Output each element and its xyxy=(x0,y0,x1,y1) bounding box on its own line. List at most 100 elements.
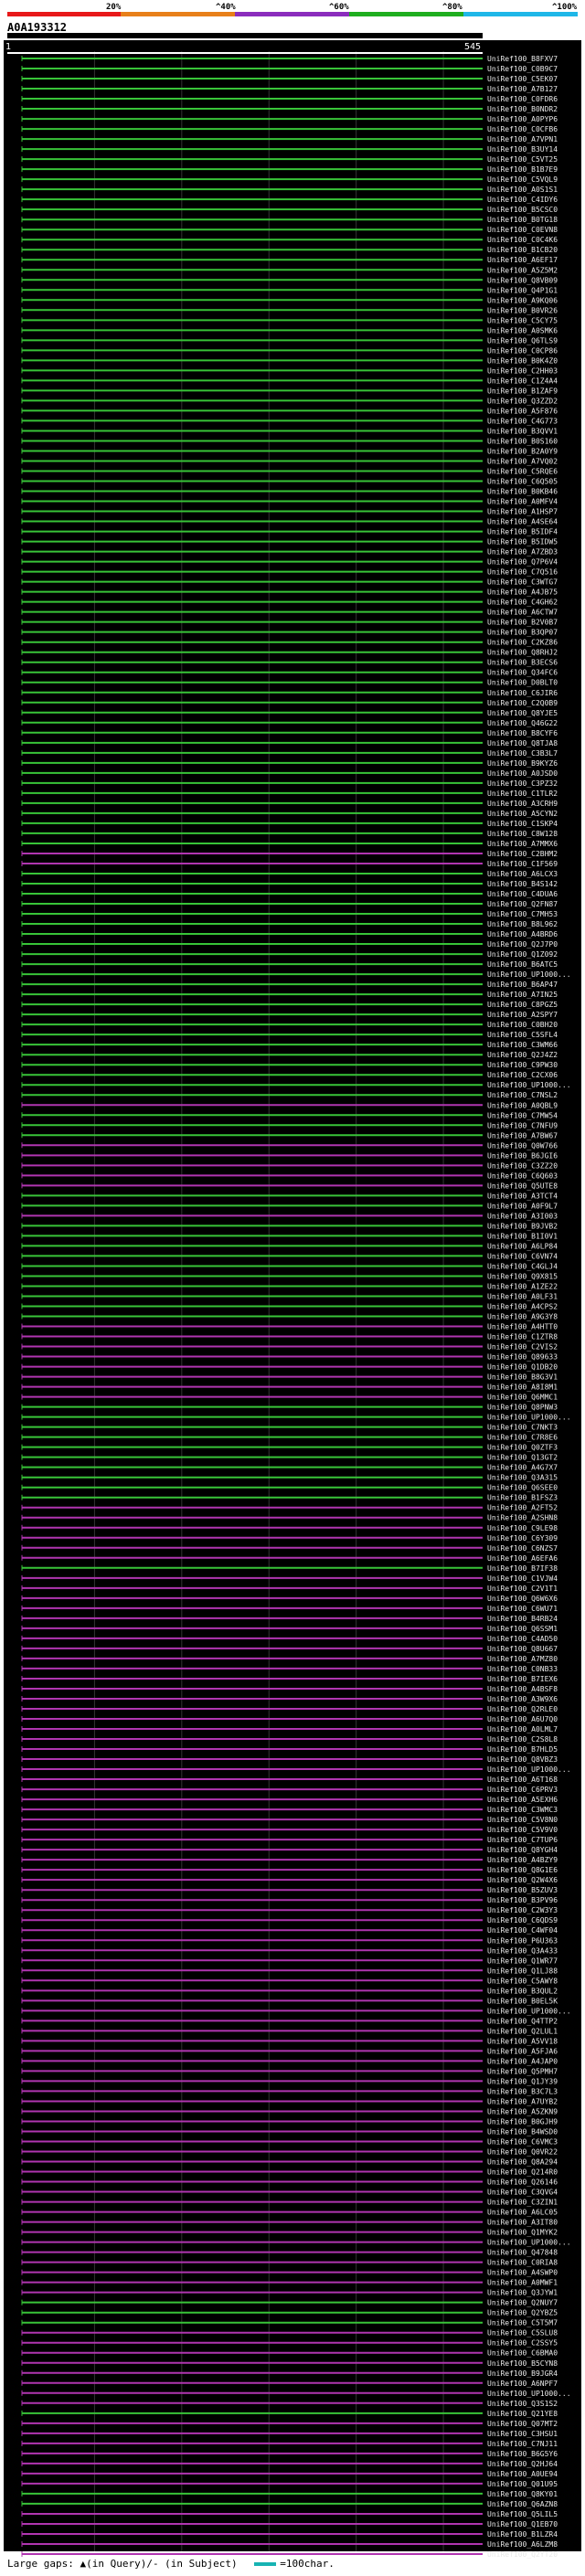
hit-label: UniRef100_A2SPY7 xyxy=(487,1011,558,1019)
scale-tick-40: ^40% xyxy=(216,3,236,12)
hit-label: UniRef100_C5VT25 xyxy=(487,155,558,164)
hit-label: UniRef100_B0S160 xyxy=(487,437,558,445)
hit-label: UniRef100_A7UYB2 xyxy=(487,2097,558,2105)
hit-label: UniRef100_A7ZBD3 xyxy=(487,548,558,557)
hit-label: UniRef100_Q1DB20 xyxy=(487,1363,558,1372)
hit-label: UniRef100_A5CYN2 xyxy=(487,810,558,818)
hit-label: UniRef100_A6LC05 xyxy=(487,2209,558,2217)
hit-label: UniRef100_Q6MMC1 xyxy=(487,1394,558,1402)
hit-label: UniRef100_A0SMK6 xyxy=(487,326,558,334)
hit-label: UniRef100_C8W128 xyxy=(487,830,558,838)
hit-label: UniRef100_Q8TJA8 xyxy=(487,739,558,747)
hit-label: UniRef100_Q1EB70 xyxy=(487,2520,558,2528)
hit-label: UniRef100_A2FT52 xyxy=(487,1504,558,1512)
hit-label: UniRef100_C6WU71 xyxy=(487,1605,558,1613)
hit-label: UniRef100_Q9X815 xyxy=(487,1272,558,1280)
hit-label: UniRef100_Q3S1S2 xyxy=(487,2400,558,2408)
hit-label: UniRef100_C7MH53 xyxy=(487,910,558,918)
hit-label: UniRef100_A6U7Q0 xyxy=(487,1715,558,1723)
hit-label: UniRef100_B7IF38 xyxy=(487,1564,558,1573)
hit-label: UniRef100_C0CFB6 xyxy=(487,125,558,133)
hit-label: UniRef100_B8G3V1 xyxy=(487,1373,558,1382)
hit-label: UniRef100_B6AP47 xyxy=(487,981,558,989)
hit-label: UniRef100_C5AWY8 xyxy=(487,1977,558,1985)
hit-label: UniRef100_A0MFV4 xyxy=(487,498,558,506)
hit-label: UniRef100_UP1000... xyxy=(487,2239,571,2247)
hit-label: UniRef100_A4BZY9 xyxy=(487,1856,558,1864)
hit-label: UniRef100_B9JGR4 xyxy=(487,2369,558,2378)
hit-label: UniRef100_B7IEX6 xyxy=(487,1675,558,1683)
hit-label: UniRef100_Q34FC6 xyxy=(487,669,558,677)
hit-label: UniRef100_C5EK07 xyxy=(487,75,558,83)
hit-label: UniRef100_C8PGZ5 xyxy=(487,1001,558,1009)
hit-label: UniRef100_B6G5Y6 xyxy=(487,2450,558,2458)
hit-label: UniRef100_B8CYF6 xyxy=(487,729,558,737)
hit-label: UniRef100_A6EF17 xyxy=(487,256,558,264)
hit-label: UniRef100_B3QP07 xyxy=(487,629,558,637)
hit-label: UniRef100_B5CYN8 xyxy=(487,2359,558,2368)
hit-label: UniRef100_C4GH62 xyxy=(487,599,558,607)
hit-label: UniRef100_C3WTG7 xyxy=(487,578,558,587)
hit-label: UniRef100_C5V8N0 xyxy=(487,1816,558,1824)
identity-scale-bar: 20% ^40% ^60% ^80% ^100% xyxy=(7,4,578,16)
hit-label: UniRef100_C6BMA0 xyxy=(487,2349,558,2358)
hit-label: UniRef100_C5CY75 xyxy=(487,316,558,324)
hit-label: UniRef100_C6Q505 xyxy=(487,478,558,486)
hit-label: UniRef100_Q8G1E6 xyxy=(487,1866,558,1874)
hit-label: UniRef100_B3UY14 xyxy=(487,145,558,154)
hit-label: UniRef100_A0PYP6 xyxy=(487,115,558,123)
hit-label: UniRef100_A7B127 xyxy=(487,85,558,93)
hit-label: UniRef100_A7VPN1 xyxy=(487,135,558,143)
hit-label: UniRef100_UP1000... xyxy=(487,970,571,979)
hit-label: UniRef100_B4RB24 xyxy=(487,1615,558,1623)
hit-label: UniRef100_B1FSZ3 xyxy=(487,1494,558,1502)
hit-label: UniRef100_C7R8E6 xyxy=(487,1434,558,1442)
hit-label: UniRef100_B3ECS6 xyxy=(487,659,558,667)
hit-label: UniRef100_B5ZUV3 xyxy=(487,1886,558,1894)
hit-label: UniRef100_C5V9V0 xyxy=(487,1826,558,1834)
hit-label: UniRef100_A5EXH6 xyxy=(487,1796,558,1804)
hit-label: UniRef100_A5Z5M2 xyxy=(487,266,558,274)
scale-seg-cyan xyxy=(463,12,578,16)
hit-label: UniRef100_Q47848 xyxy=(487,2249,558,2257)
hit-label: UniRef100_Q8RHJ2 xyxy=(487,649,558,657)
hit-label: UniRef100_Q6TLS9 xyxy=(487,336,558,345)
hit-label: UniRef100_Q4P1G1 xyxy=(487,286,558,294)
scale-tick-80: ^80% xyxy=(442,3,463,12)
hit-label: UniRef100_B9JVB2 xyxy=(487,1222,558,1230)
hit-label: UniRef100_Q6W6X6 xyxy=(487,1595,558,1603)
hit-label: UniRef100_Q8A294 xyxy=(487,2158,558,2167)
hit-label: UniRef100_C3QVG4 xyxy=(487,2189,558,2197)
hit-label: UniRef100_A5FJA6 xyxy=(487,2047,558,2055)
hit-label: UniRef100_C9PW30 xyxy=(487,1061,558,1069)
hit-label: UniRef100_C3WM66 xyxy=(487,1041,558,1049)
hit-label: UniRef100_Q5UTE8 xyxy=(487,1182,558,1190)
hit-label: UniRef100_Q46G22 xyxy=(487,719,558,727)
hit-label: UniRef100_Q6SSM1 xyxy=(487,1625,558,1633)
scale-tick-60: ^60% xyxy=(329,3,349,12)
hit-label: UniRef100_B3PV96 xyxy=(487,1896,558,1904)
hit-label: UniRef100_A5VV18 xyxy=(487,2037,558,2045)
hit-label: UniRef100_C2S8L8 xyxy=(487,1735,558,1744)
gaps-label: Large gaps: ▲(in Query)/- (in Subject) xyxy=(7,2558,238,2570)
scale-legend-label: =100char. xyxy=(280,2558,335,2570)
hit-label: UniRef100_Q2FN87 xyxy=(487,900,558,908)
hit-label: UniRef100_Q8KY01 xyxy=(487,2490,558,2498)
query-start-label: 1 xyxy=(5,42,11,52)
hit-label: UniRef100_B1I0V1 xyxy=(487,1232,558,1240)
hit-label: UniRef100_C7NKT3 xyxy=(487,1424,558,1432)
scale-seg-orange xyxy=(121,12,235,16)
footer-legend: Large gaps: ▲(in Query)/- (in Subject) =… xyxy=(7,2558,335,2570)
hit-label: UniRef100_B6JGI6 xyxy=(487,1151,558,1160)
hit-label: UniRef100_Q2YT20 xyxy=(487,2550,558,2559)
hit-label: UniRef100_A6LCX3 xyxy=(487,870,558,878)
hit-label: UniRef100_B2A0Y9 xyxy=(487,447,558,455)
hit-label: UniRef100_Q6SEE0 xyxy=(487,1484,558,1492)
hit-label: UniRef100_B0EL5K xyxy=(487,1997,558,2005)
hit-label: UniRef100_C6VMC3 xyxy=(487,2137,558,2146)
hit-label: UniRef100_Q2J4Z2 xyxy=(487,1051,558,1059)
hit-label: UniRef100_A0JSD0 xyxy=(487,769,558,778)
hit-label: UniRef100_A6EFA6 xyxy=(487,1554,558,1563)
hit-label: UniRef100_C5T5M7 xyxy=(487,2319,558,2327)
hit-label: UniRef100_B3QVV1 xyxy=(487,427,558,435)
